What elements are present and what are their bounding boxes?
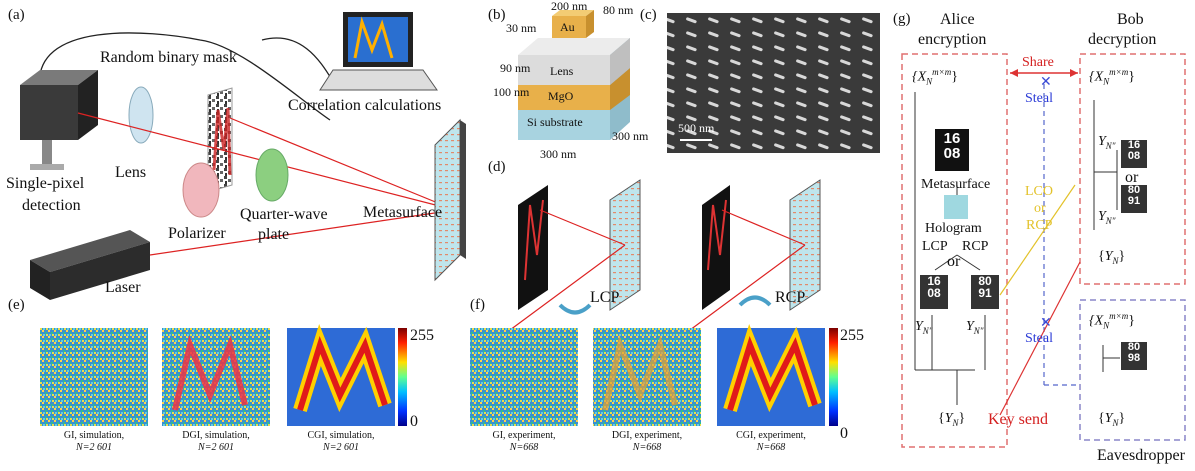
polarizer-graphic: [182, 162, 220, 218]
layer-mgo: MgO: [548, 89, 574, 103]
panel-b-tag: (b): [488, 7, 506, 23]
detector-label-2: detection: [22, 197, 81, 214]
lcp-label-g: LCP: [922, 239, 948, 254]
polarizer-label: Polarizer: [168, 225, 226, 242]
lco-label: LCO: [1025, 184, 1053, 199]
bob-label-1: Bob: [1117, 11, 1144, 28]
rcp-label-g: RCP: [962, 239, 989, 254]
layer-lens: Lens: [550, 64, 574, 78]
correlation-label: Correlation calculations: [288, 97, 442, 114]
qwp-label-2: plate: [258, 226, 290, 243]
steal-label-bottom: Steal: [1025, 331, 1053, 346]
or-label-alice: or: [947, 253, 961, 270]
colorbar-e-min: 0: [410, 413, 418, 430]
tile-alice-rcp: 80 91: [971, 275, 999, 309]
qwp-label-1: Quarter-wave: [240, 206, 328, 223]
rcp-label-d: RCP: [775, 289, 806, 306]
metasurface-graphic-a: [434, 118, 461, 282]
lens-label: Lens: [115, 164, 147, 181]
caption-cgi-sim: CGI, simulation, N=2 601: [307, 430, 375, 453]
panel-b-graphics: [518, 10, 630, 140]
metasurface-label: Metasurface: [363, 204, 443, 221]
colorbar-e-max: 255: [410, 327, 434, 344]
y-set-bob: {YN}: [1098, 249, 1126, 266]
panel-g-tag: (g): [893, 11, 911, 27]
random-mask-label: Random binary mask: [100, 49, 237, 66]
alice-label-1: Alice: [940, 11, 975, 28]
panel-e-tag: (e): [8, 297, 25, 313]
hologram-label: Hologram: [925, 221, 982, 236]
y-label-rcp: YN″: [966, 319, 984, 336]
detector-label-1: Single-pixel: [6, 175, 85, 192]
caption-gi-exp: GI, experiment, N=668: [492, 430, 556, 453]
bob-label-2: decryption: [1088, 31, 1157, 48]
tile-bob-lcp: 16 08: [1121, 140, 1147, 168]
svg-text:✕: ✕: [1040, 314, 1052, 330]
dim-300nm-bottom: 300 nm: [540, 147, 577, 161]
caption-gi-sim: GI, simulation, N=2 601: [63, 430, 125, 453]
tile-alice-lcp: 16 08: [920, 275, 948, 309]
panel-a-graphics: [20, 12, 466, 300]
layer-au: Au: [560, 20, 575, 34]
colorbar-f: [829, 328, 838, 426]
tile-alice-top: 16 08: [935, 129, 969, 171]
share-label: Share: [1022, 55, 1054, 70]
tile-eve: 80 98: [1121, 342, 1147, 370]
hologram-tile: [944, 195, 968, 219]
y-set-alice: {YN}: [938, 411, 966, 428]
y-set-eve: {YN}: [1098, 411, 1126, 428]
y-label-bob-top: YN″: [1098, 134, 1116, 151]
laser-label: Laser: [105, 279, 141, 296]
dim-80nm: 80 nm: [603, 3, 634, 17]
lcp-label-d: LCP: [590, 289, 620, 306]
layer-si: Si substrate: [527, 115, 583, 129]
qwp-graphic: [255, 148, 289, 202]
dim-90nm: 90 nm: [500, 61, 531, 75]
colorbar-e: [398, 328, 407, 426]
panel-g-graphics: ✕ ✕: [901, 53, 1186, 448]
panel-d-graphics: [509, 179, 821, 331]
panel-d-tag: (d): [488, 159, 506, 175]
colorbar-f-max: 255: [840, 327, 864, 344]
svg-text:✕: ✕: [1040, 73, 1052, 89]
panel-a-tag: (a): [8, 7, 25, 23]
y-label-lcp: YN″: [915, 319, 933, 336]
dim-200nm: 200 nm: [551, 0, 588, 13]
metasurface-label-g: Metasurface: [921, 177, 991, 192]
x-set-bob: {XNm×m}: [1089, 67, 1135, 87]
tile-bob-rcp: 80 91: [1121, 185, 1147, 213]
or-label-yellow: or: [1034, 201, 1046, 216]
colorbar-f-min: 0: [840, 425, 848, 442]
dim-30nm: 30 nm: [506, 21, 537, 35]
x-set-eve: {XNm×m}: [1089, 311, 1135, 331]
x-set-alice: {XNm×m}: [912, 67, 958, 87]
gi-exp-image: [470, 328, 578, 426]
dim-300nm-side: 300 nm: [612, 129, 649, 143]
steal-label-top: Steal: [1025, 91, 1053, 106]
caption-dgi-sim: DGI, simulation, N=2 601: [182, 430, 250, 453]
sem-image: [667, 13, 880, 153]
sem-scale-label: 500 nm: [678, 121, 715, 135]
dim-100nm: 100 nm: [493, 85, 530, 99]
or-label-bob: or: [1125, 169, 1139, 186]
y-label-bob-bottom: YN″: [1098, 209, 1116, 226]
caption-dgi-exp: DGI, experiment, N=668: [611, 430, 683, 453]
laser-box: [30, 230, 150, 272]
caption-cgi-exp: CGI, experiment, N=668: [736, 430, 806, 453]
panel-f-tag: (f): [470, 297, 485, 313]
eavesdropper-label: Eavesdropper: [1097, 447, 1185, 464]
key-send-label: Key send: [988, 411, 1048, 428]
lens-graphic: [128, 86, 154, 144]
rcp-label-yellow: RCP: [1026, 218, 1053, 233]
detector-body: [20, 85, 78, 140]
alice-label-2: encryption: [918, 31, 987, 48]
gi-sim-image: [40, 328, 148, 426]
panel-c-tag: (c): [640, 7, 657, 23]
